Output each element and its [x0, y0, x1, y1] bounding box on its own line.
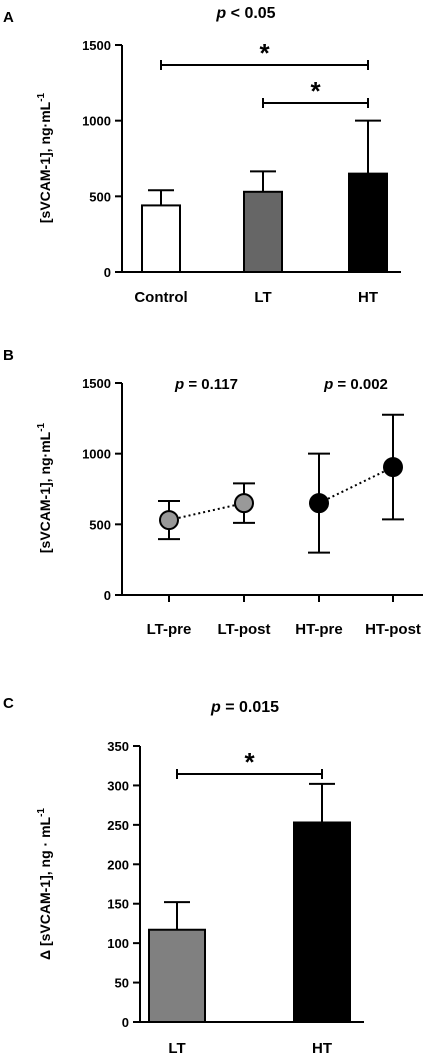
x-tick-label: LT — [254, 289, 271, 306]
y-tick-label: 200 — [107, 857, 129, 872]
bar — [148, 928, 206, 1023]
y-axis-label: Δ [sVCAM-1], ng · mL-1 — [36, 808, 53, 960]
bar — [141, 204, 181, 273]
y-tick-label: 350 — [107, 739, 129, 754]
y-tick-label: 1500 — [82, 38, 111, 53]
data-point — [309, 493, 329, 514]
significance-star: * — [244, 747, 255, 777]
pair-connector — [318, 466, 394, 505]
significance-star: * — [259, 38, 270, 68]
p-value-title: p = 0.015 — [210, 699, 279, 716]
p-value-title: p < 0.05 — [215, 5, 275, 22]
significance-star: * — [310, 76, 321, 106]
panel-label: B — [3, 347, 14, 364]
y-tick-label: 1000 — [82, 447, 111, 462]
x-tick-label: LT-pre — [147, 621, 192, 638]
y-tick-label: 500 — [89, 189, 111, 204]
bar — [293, 821, 351, 1024]
x-tick-label: HT-post — [365, 621, 421, 638]
data-point — [234, 493, 254, 514]
bar — [348, 172, 388, 273]
x-tick-label: HT — [312, 1040, 332, 1057]
data-point — [383, 457, 403, 478]
y-tick-label: 50 — [115, 976, 129, 991]
data-point — [159, 510, 179, 531]
y-axis-label: [sVCAM-1], ng·mL-1 — [36, 92, 53, 223]
p-value-annotation: p = 0.117 — [174, 376, 238, 393]
x-tick-label: LT — [168, 1040, 185, 1057]
panel-label: C — [3, 695, 14, 712]
y-tick-label: 1500 — [82, 376, 111, 391]
y-tick-label: 150 — [107, 897, 129, 912]
y-tick-label: 500 — [89, 517, 111, 532]
panel-label: A — [3, 9, 14, 26]
y-tick-label: 250 — [107, 818, 129, 833]
x-tick-label: HT — [358, 289, 378, 306]
y-tick-label: 100 — [107, 936, 129, 951]
y-tick-label: 300 — [107, 778, 129, 793]
y-tick-label: 0 — [122, 1015, 129, 1030]
bar — [243, 190, 283, 273]
x-tick-label: Control — [134, 289, 187, 306]
pair-connector — [168, 502, 245, 522]
y-tick-label: 1000 — [82, 114, 111, 129]
y-tick-label: 0 — [104, 265, 111, 280]
x-tick-label: HT-pre — [295, 621, 343, 638]
y-axis-label: [sVCAM-1], ng·mL-1 — [36, 422, 53, 553]
x-tick-label: LT-post — [217, 621, 270, 638]
y-tick-label: 0 — [104, 588, 111, 603]
p-value-annotation: p = 0.002 — [323, 376, 388, 393]
